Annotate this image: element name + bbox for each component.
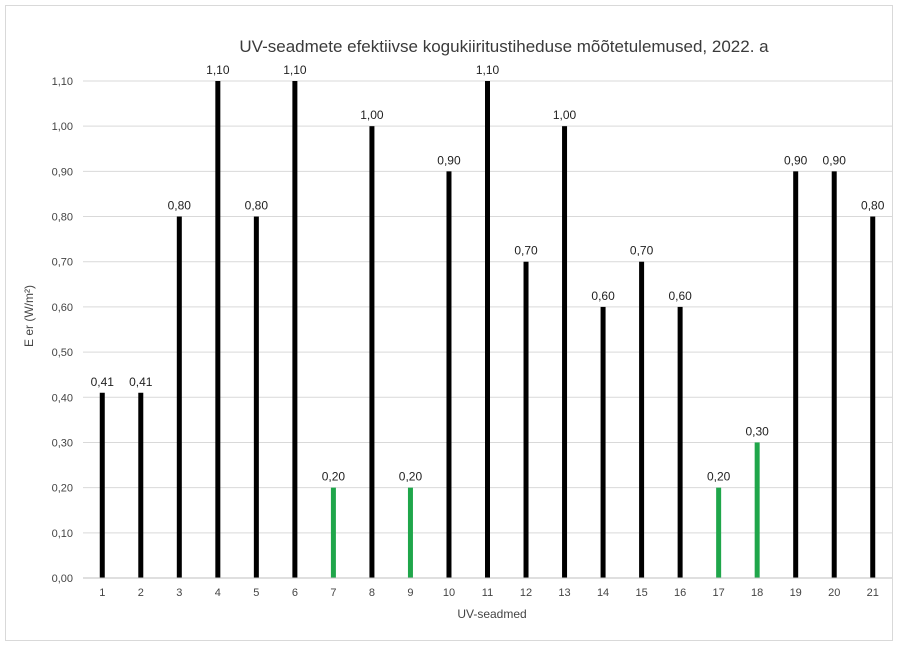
chart-title: UV-seadmete efektiivse kogukiiritustihed… (239, 37, 769, 56)
y-tick-label: 0,90 (52, 166, 73, 178)
data-label: 1,10 (476, 63, 500, 77)
x-axis-ticks: 1 2 3 4 5 6 7 8 9 10 11 12 13 14 15 16 17 18 19 20 21 (99, 587, 879, 599)
bar (831, 171, 837, 578)
data-label: 0,90 (823, 153, 847, 167)
bar (369, 126, 375, 578)
bar (292, 81, 298, 578)
bar (677, 306, 683, 578)
chart-frame: UV-seadmete efektiivse kogukiiritustihed… (5, 5, 893, 641)
bar (330, 487, 336, 578)
data-label: 1,00 (360, 108, 384, 122)
x-axis-label: UV-seadmed (457, 607, 526, 621)
y-tick-label: 0,40 (52, 392, 73, 404)
data-label: 0,80 (168, 199, 192, 213)
y-axis-ticks: 0,00 0,10 0,20 0,30 0,40 0,50 0,60 0,70 0,80 0,90… (52, 76, 73, 585)
bars: 0,41 0,41 0,80 1,10 0,80 1,10 0,20 1,00 0,20 0,90… (91, 63, 885, 578)
x-tick-label: 14 (597, 587, 609, 599)
x-tick-label: 11 (482, 587, 493, 599)
bar (793, 171, 799, 578)
data-label: 0,41 (129, 375, 153, 389)
bar (407, 487, 413, 578)
x-tick-label: 3 (176, 587, 182, 599)
x-tick-label: 16 (674, 587, 686, 599)
y-tick-label: 0,50 (52, 347, 73, 359)
x-tick-label: 13 (558, 587, 570, 599)
y-axis-label: E er (W/m²) (22, 285, 36, 347)
bar (716, 487, 722, 578)
bar (639, 261, 645, 578)
y-tick-label: 0,30 (52, 437, 73, 449)
y-tick-label: 0,00 (52, 573, 73, 585)
x-tick-label: 12 (520, 587, 532, 599)
y-tick-label: 0,80 (52, 212, 73, 224)
data-label: 1,10 (206, 63, 230, 77)
bar (600, 306, 606, 578)
x-tick-label: 21 (867, 587, 879, 599)
x-tick-label: 10 (443, 587, 455, 599)
bar (523, 261, 529, 578)
y-tick-label: 0,70 (52, 257, 73, 269)
data-label: 0,90 (784, 153, 808, 167)
data-label: 1,00 (553, 108, 577, 122)
bar (562, 126, 568, 578)
x-tick-label: 17 (713, 587, 725, 599)
data-label: 0,70 (514, 244, 538, 258)
bar (485, 81, 490, 578)
data-label: 0,60 (668, 289, 692, 303)
x-tick-label: 4 (215, 587, 221, 599)
y-tick-label: 0,60 (52, 302, 73, 314)
x-tick-label: 1 (99, 587, 105, 599)
y-tick-label: 1,10 (52, 76, 73, 88)
y-tick-label: 0,10 (52, 528, 73, 540)
data-label: 0,70 (630, 244, 654, 258)
bar (99, 392, 105, 578)
x-tick-label: 19 (790, 587, 802, 599)
x-tick-label: 15 (635, 587, 647, 599)
bar (870, 216, 876, 578)
bar-chart: UV-seadmete efektiivse kogukiiritustihed… (22, 37, 892, 621)
data-label: 0,80 (245, 199, 269, 213)
bar (754, 442, 760, 578)
x-tick-label: 8 (369, 587, 375, 599)
bar (215, 81, 221, 578)
x-tick-label: 5 (253, 587, 259, 599)
x-tick-label: 6 (292, 587, 298, 599)
data-label: 0,20 (322, 470, 346, 484)
bar (138, 392, 144, 578)
x-tick-label: 2 (138, 587, 144, 599)
bar (176, 216, 182, 578)
data-label: 0,90 (437, 153, 461, 167)
x-tick-label: 18 (751, 587, 763, 599)
x-tick-label: 7 (330, 587, 336, 599)
data-label: 0,41 (91, 375, 115, 389)
y-tick-label: 0,20 (52, 483, 73, 495)
data-label: 1,10 (283, 63, 307, 77)
y-tick-label: 1,00 (52, 121, 73, 133)
data-label: 0,20 (399, 470, 423, 484)
bar (446, 171, 452, 578)
x-tick-label: 9 (407, 587, 413, 599)
data-label: 0,80 (861, 199, 885, 213)
data-label: 0,30 (745, 424, 769, 438)
x-tick-label: 20 (828, 587, 840, 599)
bar (253, 216, 259, 578)
data-label: 0,20 (707, 470, 731, 484)
data-label: 0,60 (591, 289, 615, 303)
